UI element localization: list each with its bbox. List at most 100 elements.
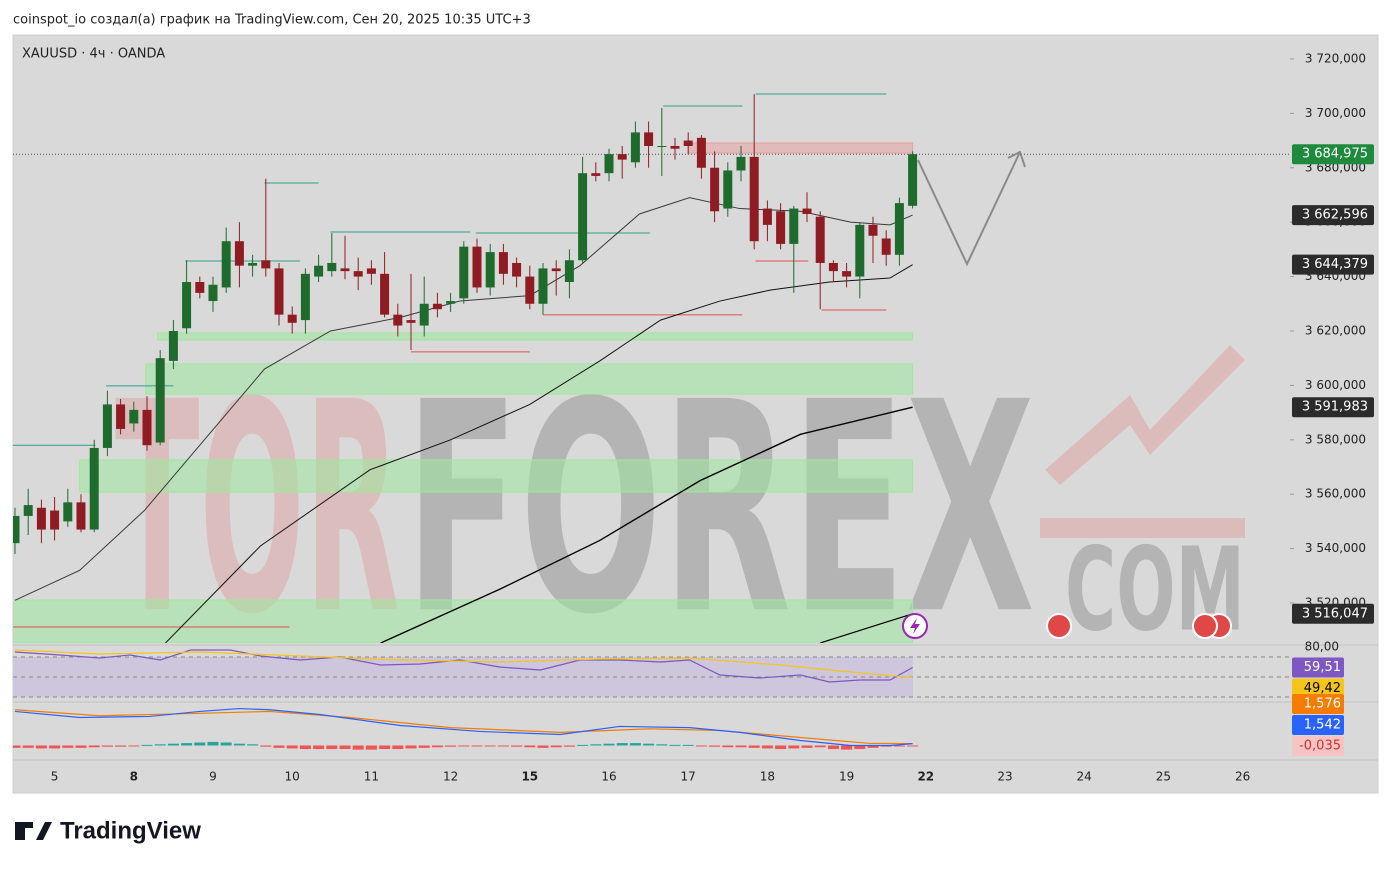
histogram-bar xyxy=(709,745,721,747)
value-label-box xyxy=(1292,694,1344,714)
price-label-box xyxy=(1292,397,1374,418)
price-label: 3 684,975 xyxy=(1302,147,1368,162)
histogram-bar xyxy=(814,745,826,748)
histogram-bar xyxy=(537,745,549,748)
histogram-bar xyxy=(735,745,747,748)
histogram-bar xyxy=(801,745,813,748)
histogram-bar xyxy=(867,745,879,748)
indicator-line xyxy=(14,649,913,679)
histogram-bar xyxy=(695,745,707,747)
histogram-bar xyxy=(590,744,602,746)
candle-body xyxy=(314,265,324,277)
price-label-box xyxy=(1292,144,1374,165)
price-label-box xyxy=(1292,205,1374,226)
value-label-box xyxy=(1292,678,1344,699)
histogram-bar xyxy=(563,745,575,747)
value-label: 1,542 xyxy=(1304,718,1341,733)
histogram-bar xyxy=(616,743,628,746)
candle-body xyxy=(116,404,126,429)
candle-body xyxy=(366,268,376,274)
candle-body xyxy=(63,502,73,522)
flag-icon[interactable] xyxy=(1046,613,1072,639)
histogram-bar xyxy=(511,745,523,747)
value-label: -0,035 xyxy=(1299,739,1341,754)
histogram-bar xyxy=(418,745,430,748)
price-label-box xyxy=(1292,603,1374,624)
x-tick-label: 22 xyxy=(917,770,934,784)
histogram-bar xyxy=(379,745,391,750)
flag-icon[interactable] xyxy=(1192,613,1218,639)
candle-body xyxy=(881,238,891,255)
histogram-bar xyxy=(761,745,773,749)
candle-body xyxy=(446,301,456,304)
event-icon-bolt xyxy=(910,618,920,634)
histogram-bar xyxy=(339,745,351,750)
candle-body xyxy=(300,273,310,321)
price-label: 3 516,047 xyxy=(1302,606,1368,621)
histogram-bar xyxy=(247,744,259,746)
candle-body xyxy=(459,246,469,299)
x-tick-label: 10 xyxy=(285,770,300,784)
footer-brand: TradingView xyxy=(60,817,201,844)
candle-body xyxy=(630,132,640,163)
candle-body xyxy=(195,282,205,293)
arrow-head xyxy=(1007,150,1026,168)
x-tick-label: 17 xyxy=(681,770,696,784)
candle-body xyxy=(802,208,812,214)
candle-body xyxy=(287,314,297,323)
candle-body xyxy=(419,303,429,326)
histogram-bar xyxy=(286,745,298,749)
y-tick-label: 3 720,000 xyxy=(1305,51,1366,65)
candle-body xyxy=(498,252,508,274)
histogram-bar xyxy=(326,745,338,750)
histogram-bar xyxy=(788,745,800,749)
indicator-line xyxy=(14,709,913,745)
histogram-bar xyxy=(299,745,311,750)
candle-body xyxy=(261,260,271,269)
x-tick-label: 26 xyxy=(1235,770,1250,784)
histogram-bar xyxy=(497,745,509,747)
candle-body xyxy=(868,224,878,236)
us-event-icons[interactable] xyxy=(1046,613,1232,639)
value-label-box xyxy=(1292,715,1344,735)
candle-body xyxy=(340,268,350,272)
histogram-bar xyxy=(827,745,839,750)
candle-body xyxy=(380,273,390,315)
histogram-bar xyxy=(893,745,905,747)
candle-body xyxy=(472,246,482,288)
indicator-panes xyxy=(13,649,1290,750)
indicator-line xyxy=(14,649,913,683)
y-tick-label: 3 580,000 xyxy=(1305,432,1366,446)
candle-body xyxy=(76,502,86,530)
histogram-bar xyxy=(748,745,760,748)
logo-mark xyxy=(15,822,33,828)
candle-body xyxy=(644,132,654,146)
value-label-box xyxy=(1292,657,1344,678)
candle-body xyxy=(393,314,403,326)
moving-average xyxy=(165,264,913,643)
candle-body xyxy=(736,156,746,171)
candle-body xyxy=(406,320,416,323)
histogram-bar xyxy=(167,743,179,746)
y-tick-label: 3 700,000 xyxy=(1305,106,1366,120)
histogram-bar xyxy=(471,745,483,747)
candle-body xyxy=(855,224,865,277)
candle-body xyxy=(723,170,733,209)
candle-body xyxy=(908,154,918,206)
histogram-bar xyxy=(643,743,655,746)
main-pane xyxy=(13,93,1290,643)
candle-body xyxy=(617,154,627,160)
histogram-bar xyxy=(207,741,219,746)
price-label: 3 591,983 xyxy=(1302,400,1368,415)
candle-body xyxy=(89,447,99,530)
header-text: coinspot_io создал(а) график на TradingV… xyxy=(13,13,531,28)
candle-body xyxy=(234,241,244,266)
histogram-bar xyxy=(458,745,470,747)
histogram-bar xyxy=(273,745,285,748)
histogram-bar xyxy=(854,745,866,750)
zone xyxy=(157,332,914,341)
candle-body xyxy=(155,358,165,443)
y-tick-label: 3 600,000 xyxy=(1305,378,1366,392)
candle-body xyxy=(525,276,535,304)
